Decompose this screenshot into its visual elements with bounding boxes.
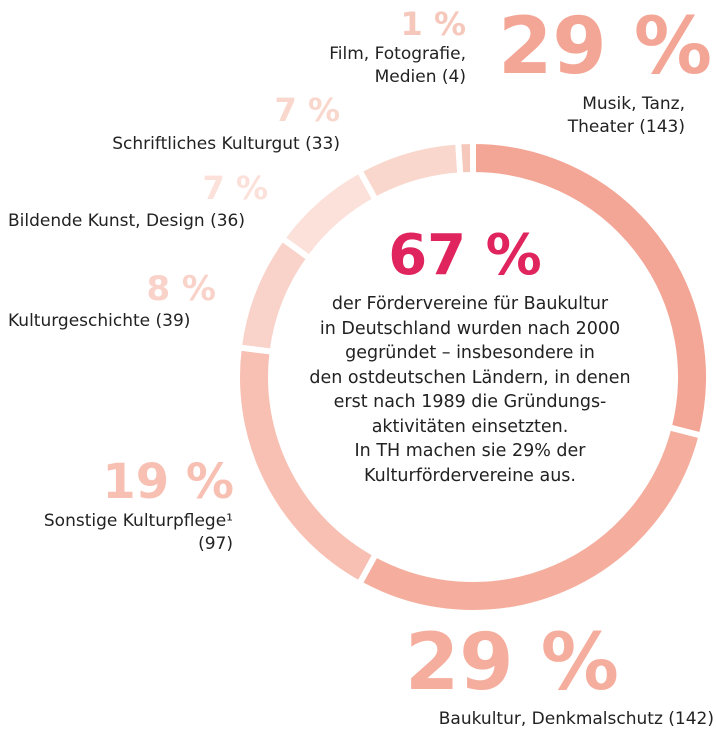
percent-label: 29 % [498, 2, 712, 92]
percent-label: 8 % [146, 269, 216, 309]
category-label: Schriftliches Kulturgut (33) [112, 134, 340, 154]
center-text-line: gegründet – insbesondere in [345, 343, 595, 363]
center-text-line: In TH machen sie 29% der [354, 441, 586, 461]
percent-label: 29 % [405, 618, 619, 708]
center-text-line: aktivitäten einsetzten. [371, 416, 569, 437]
category-label: Sonstige Kulturpflege¹ (97) [43, 511, 233, 554]
center-headline: 67 % [388, 223, 542, 288]
center-text-line: der Fördervereine für Baukultur [331, 294, 609, 314]
percent-label: 19 % [102, 454, 234, 510]
category-label: Bildende Kunst, Design (36) [8, 211, 245, 231]
center-text-line: den ostdeutschen Ländern, in denen [309, 367, 631, 388]
category-label: Kulturgeschichte (39) [8, 311, 191, 331]
percent-label: 1 % [400, 5, 466, 43]
center-text-line: in Deutschland wurden nach 2000 [319, 318, 621, 339]
category-label: Musik, Tanz, Theater (143) [567, 94, 685, 137]
category-label: Baukultur, Denkmalschutz (142) [438, 709, 714, 729]
category-label: Film, Fotografie, Medien (4) [329, 44, 466, 87]
donut-segment [235, 234, 314, 356]
percent-label: 7 % [202, 169, 268, 207]
center-text-line: erst nach 1989 die Gründungs- [333, 392, 607, 412]
donut-segment [355, 138, 464, 205]
center-text: der Fördervereine für Baukultur in Deutsc… [300, 292, 640, 488]
center-text-line: Kulturfördervereine aus. [363, 465, 576, 486]
donut-segment [454, 137, 476, 179]
percent-label: 7 % [274, 91, 340, 129]
